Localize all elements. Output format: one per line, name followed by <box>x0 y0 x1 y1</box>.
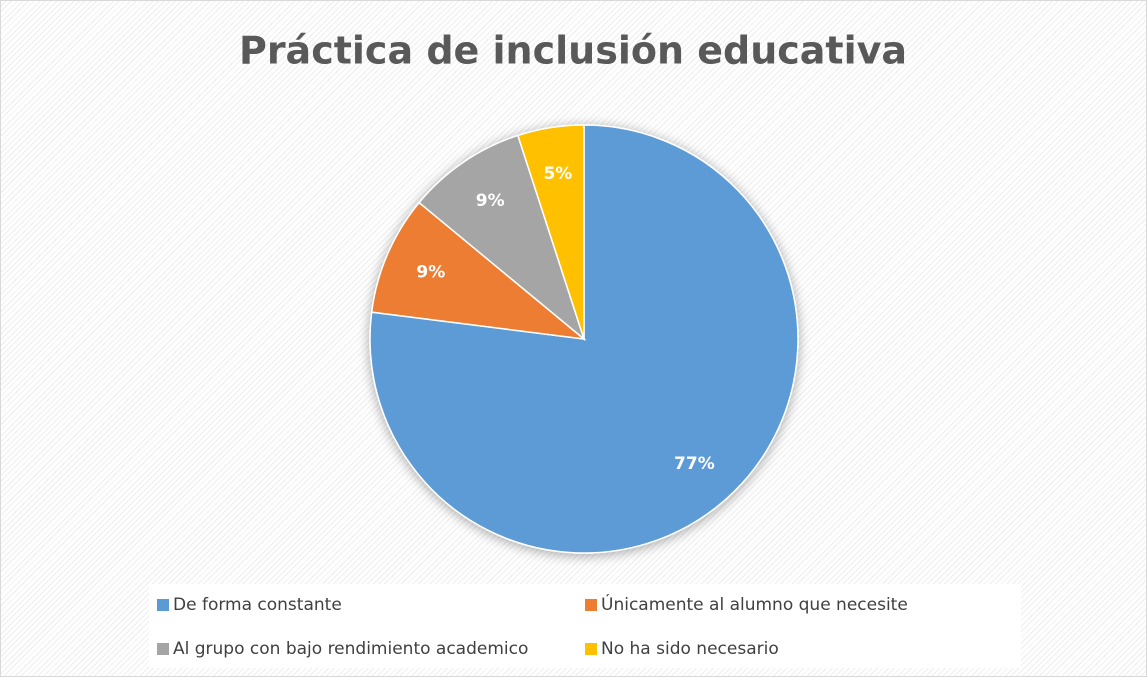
pie-slice <box>418 134 586 342</box>
legend-label: No ha sido necesario <box>601 639 779 659</box>
legend-swatch <box>585 599 597 611</box>
legend-label: Al grupo con bajo rendimiento academico <box>173 639 528 659</box>
data-label: 9% <box>416 263 445 283</box>
pie-slice <box>516 124 585 340</box>
chart-title: Práctica de inclusión educativa <box>239 29 907 73</box>
legend-label: Únicamente al alumno que necesite <box>601 593 908 615</box>
data-label: 77% <box>674 454 715 474</box>
pie-slice <box>370 201 587 341</box>
pie <box>369 124 799 554</box>
data-label: 5% <box>543 164 572 184</box>
legend-label: De forma constante <box>173 595 342 615</box>
legend-swatch <box>157 599 169 611</box>
data-label: 9% <box>476 191 505 211</box>
legend-swatch <box>157 643 169 655</box>
legend-swatch <box>585 643 597 655</box>
pie-slice <box>369 124 799 554</box>
